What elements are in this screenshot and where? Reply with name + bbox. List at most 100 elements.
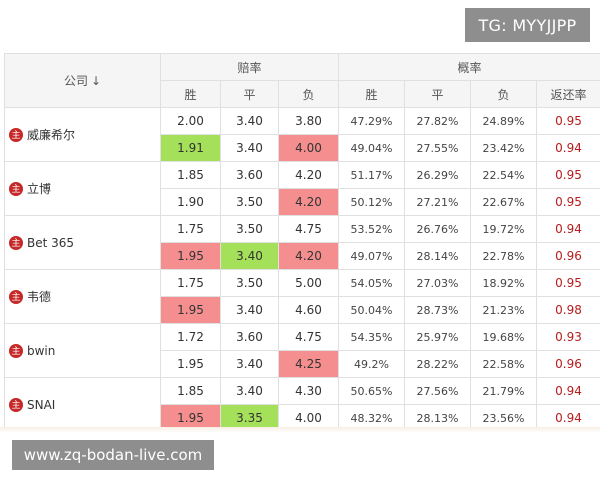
win-prob-cell: 50.12% [338, 188, 406, 216]
lose-odds-cell: 4.20 [277, 242, 340, 270]
draw-prob-cell: 26.29% [404, 161, 472, 189]
watermark-bottom: www.zq-bodan-live.com [12, 440, 214, 470]
win-odds-cell: 1.75 [160, 269, 221, 297]
watermark-top: TG: MYYJJPP [465, 8, 590, 42]
home-badge-icon: 主 [9, 343, 23, 358]
win-odds-cell: 1.91 [160, 134, 221, 162]
sort-arrow-icon[interactable]: ↓ [90, 74, 102, 88]
lose-odds-cell: 5.00 [277, 269, 340, 297]
lose-odds-cell: 4.75 [277, 215, 340, 243]
company-name[interactable]: 韦德 [27, 290, 52, 304]
draw-header: 平 [220, 80, 279, 108]
company-cell[interactable]: 主立博 [4, 161, 161, 216]
draw-prob-cell: 28.22% [404, 350, 472, 378]
lose-prob-cell: 24.89% [470, 107, 538, 135]
win-odds-cell: 1.95 [160, 350, 221, 378]
odds-group-header: 赔率 [159, 53, 340, 81]
company-cell[interactable]: 主威廉希尔 [4, 107, 161, 162]
draw-prob-cell: 27.55% [404, 134, 472, 162]
win-odds-cell: 2.00 [160, 107, 221, 135]
draw-odds-cell: 3.60 [220, 161, 279, 189]
company-name[interactable]: 威廉希尔 [27, 128, 76, 142]
company-cell[interactable]: 主 bwin [4, 323, 161, 378]
prob-group-header: 概率 [338, 53, 600, 81]
draw-odds-cell: 3.40 [220, 134, 279, 162]
return-rate-cell: 0.96 [536, 350, 600, 378]
win-prob-cell: 54.05% [338, 269, 406, 297]
company-cell[interactable]: 主韦德 [4, 269, 161, 324]
odds-row: 1.91 3.40 4.00 49.04% 27.55% 23.42% 0.94 [5, 134, 600, 162]
company-name[interactable]: 立博 [27, 182, 52, 196]
lose-prob-cell: 22.58% [470, 350, 538, 378]
draw-odds-cell: 3.50 [220, 188, 279, 216]
home-badge-icon: 主 [9, 289, 23, 304]
return-rate-cell: 0.96 [536, 242, 600, 270]
odds-table: 公司 ↓ 赔率 概率 胜 平 负 胜 平 负 返还率 主威廉希尔 2.00 3.40 3… [4, 53, 600, 432]
bottom-strip [0, 427, 600, 433]
draw-prob-cell: 28.14% [404, 242, 472, 270]
lose-odds-cell: 4.25 [277, 350, 340, 378]
return-rate-cell: 0.98 [536, 296, 600, 324]
draw-prob-cell: 27.56% [404, 377, 472, 405]
win-prob-cell: 50.04% [338, 296, 406, 324]
win-prob-cell: 54.35% [338, 323, 406, 351]
lose-odds-cell: 4.00 [277, 134, 340, 162]
prob-lose-header: 负 [470, 80, 538, 108]
draw-odds-cell: 3.50 [220, 269, 279, 297]
odds-row: 主立博 1.85 3.60 4.20 51.17% 26.29% 22.54% 0.95 [4, 161, 600, 216]
company-header-label: 公司 [63, 74, 88, 88]
odds-row: 1.95 3.40 4.60 50.04% 28.73% 21.23% 0.98 [5, 296, 600, 324]
lose-prob-cell: 21.79% [470, 377, 538, 405]
odds-row: 主威廉希尔 2.00 3.40 3.80 47.29% 27.82% 24.89% 0.95 [4, 107, 600, 162]
win-odds-cell: 1.95 [160, 296, 221, 324]
company-cell[interactable]: 主 SNAI [4, 377, 161, 432]
odds-row: 1.95 3.40 4.25 49.2% 28.22% 22.58% 0.96 [5, 350, 600, 378]
draw-odds-cell: 3.40 [220, 107, 279, 135]
lose-prob-cell: 19.72% [470, 215, 538, 243]
win-prob-cell: 49.2% [338, 350, 406, 378]
win-prob-cell: 51.17% [338, 161, 406, 189]
draw-odds-cell: 3.60 [220, 323, 279, 351]
win-odds-cell: 1.95 [160, 242, 221, 270]
lose-prob-cell: 18.92% [470, 269, 538, 297]
return-rate-header: 返还率 [536, 80, 600, 108]
draw-prob-cell: 25.97% [404, 323, 472, 351]
home-badge-icon: 主 [9, 181, 23, 196]
lose-odds-cell: 4.75 [277, 323, 340, 351]
draw-prob-cell: 26.76% [404, 215, 472, 243]
return-rate-cell: 0.94 [536, 377, 600, 405]
win-odds-cell: 1.85 [160, 377, 221, 405]
lose-prob-cell: 21.23% [470, 296, 538, 324]
home-badge-icon: 主 [9, 397, 23, 412]
company-name[interactable]: Bet 365 [27, 235, 75, 250]
odds-body: 主威廉希尔 2.00 3.40 3.80 47.29% 27.82% 24.89% 0.95 1… [4, 107, 600, 432]
win-odds-cell: 1.90 [160, 188, 221, 216]
draw-prob-cell: 28.73% [404, 296, 472, 324]
win-prob-cell: 53.52% [338, 215, 406, 243]
draw-odds-cell: 3.40 [220, 242, 279, 270]
odds-row: 主 Bet 365 1.75 3.50 4.75 53.52% 26.76% 19.72% 0.… [4, 215, 600, 270]
draw-prob-cell: 27.03% [404, 269, 472, 297]
draw-prob-cell: 27.82% [404, 107, 472, 135]
win-odds-cell: 1.75 [160, 215, 221, 243]
company-name[interactable]: SNAI [27, 397, 56, 412]
prob-draw-header: 平 [404, 80, 472, 108]
company-name[interactable]: bwin [27, 343, 56, 358]
draw-odds-cell: 3.40 [220, 377, 279, 405]
company-header[interactable]: 公司 ↓ [4, 53, 161, 108]
lose-odds-cell: 3.80 [277, 107, 340, 135]
draw-odds-cell: 3.40 [220, 296, 279, 324]
draw-odds-cell: 3.50 [220, 215, 279, 243]
win-prob-cell: 50.65% [338, 377, 406, 405]
return-rate-cell: 0.94 [536, 134, 600, 162]
prob-win-header: 胜 [338, 80, 406, 108]
lose-prob-cell: 22.78% [470, 242, 538, 270]
odds-row: 主 bwin 1.72 3.60 4.75 54.35% 25.97% 19.68% 0.93 [4, 323, 600, 378]
win-header: 胜 [160, 80, 221, 108]
home-badge-icon: 主 [9, 235, 23, 250]
home-badge-icon: 主 [9, 127, 23, 142]
odds-row: 1.95 3.40 4.20 49.07% 28.14% 22.78% 0.96 [5, 242, 600, 270]
company-cell[interactable]: 主 Bet 365 [4, 215, 161, 270]
lose-prob-cell: 22.67% [470, 188, 538, 216]
lose-odds-cell: 4.20 [277, 188, 340, 216]
